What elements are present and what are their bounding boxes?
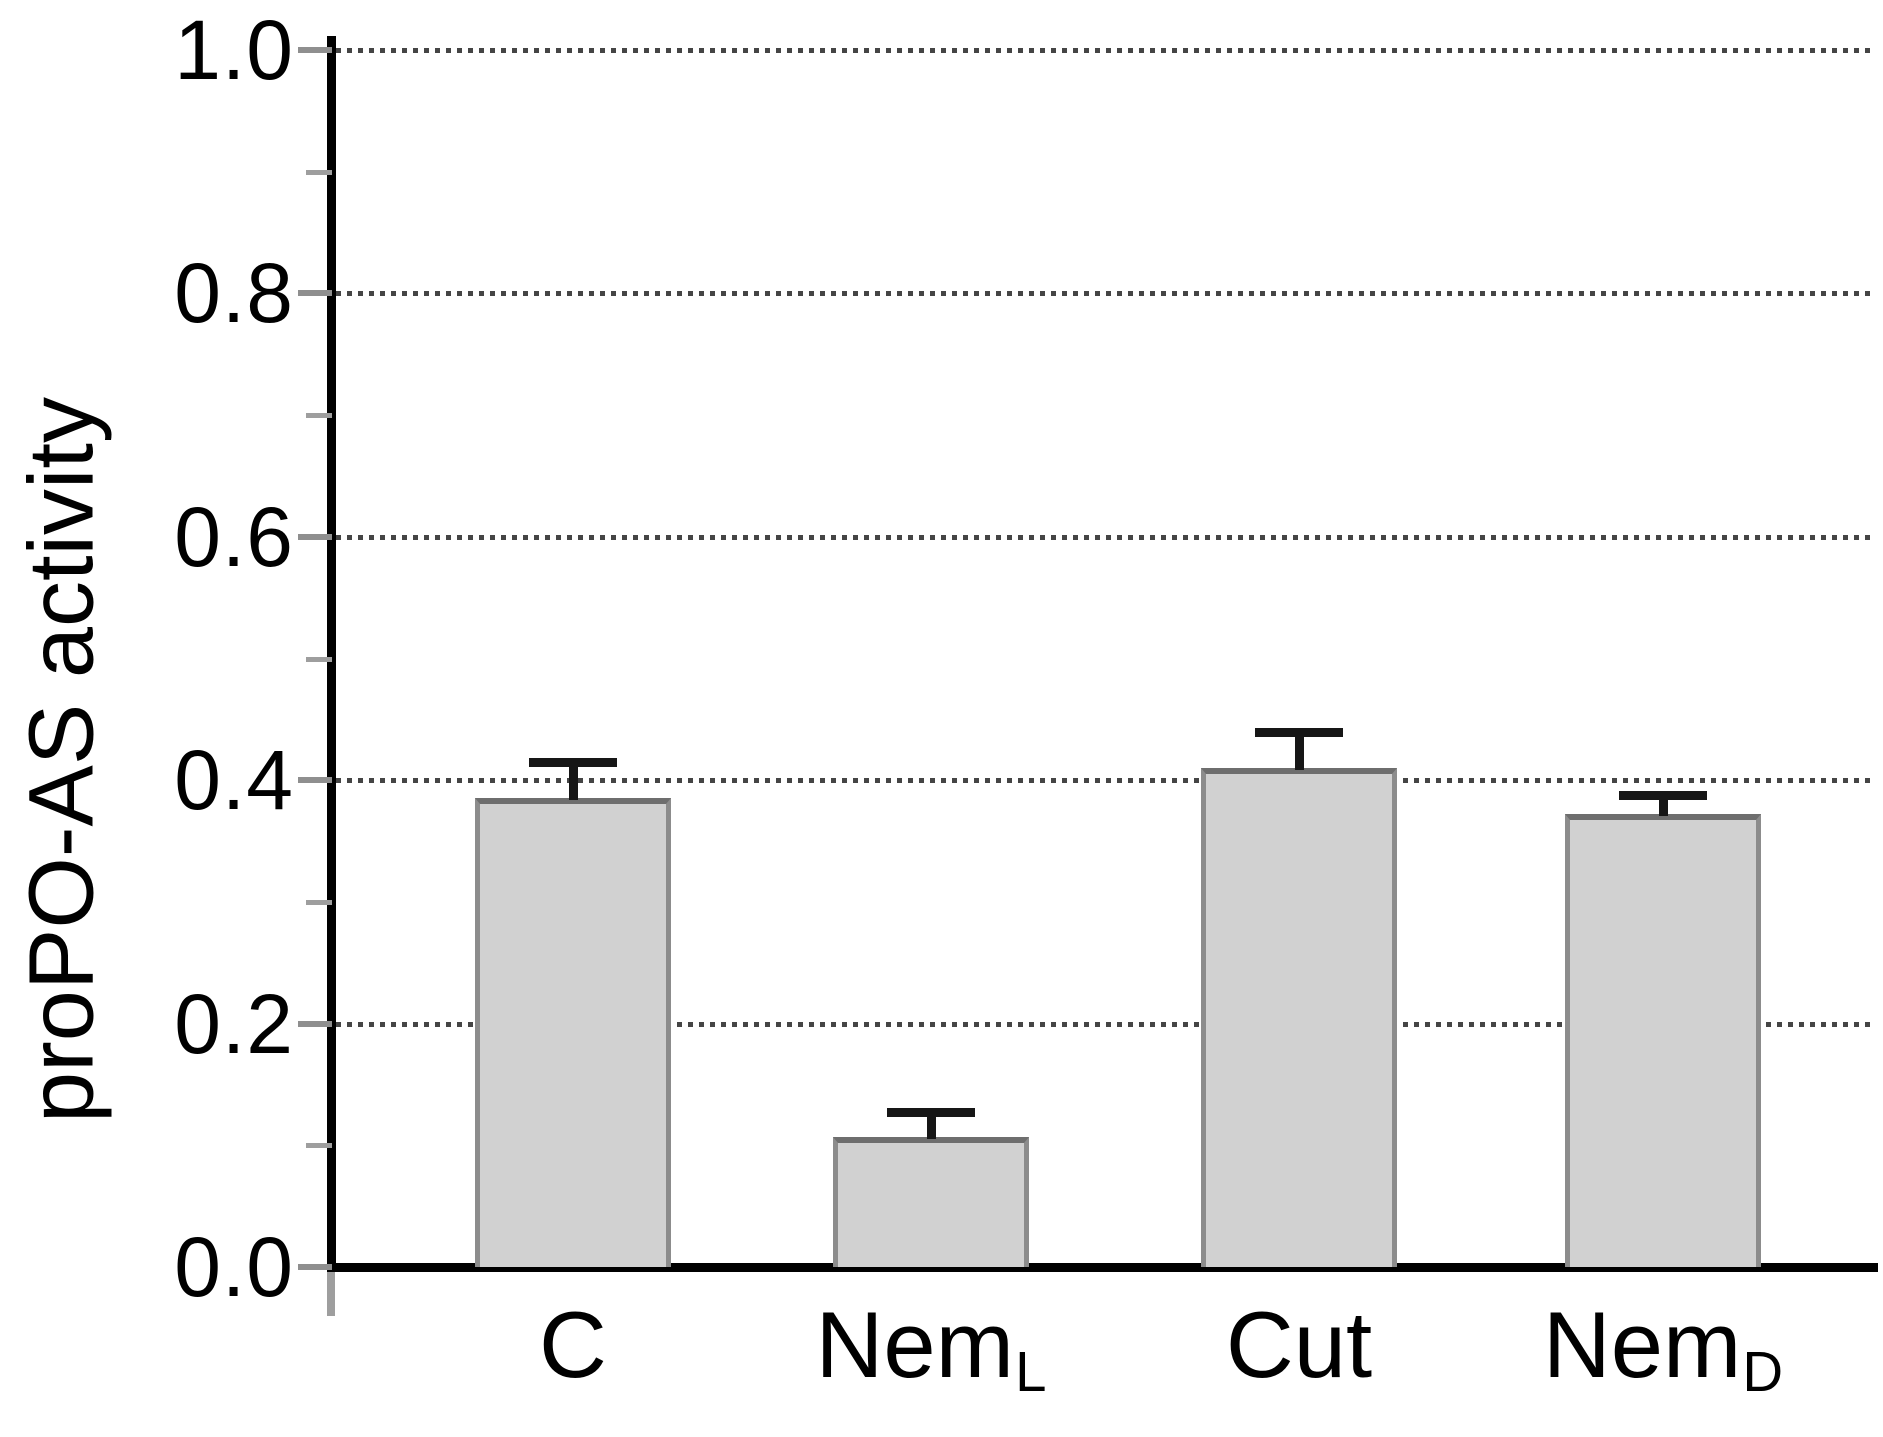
y-tick-minor-0.5 [306, 656, 332, 662]
category-label-C: C [403, 1295, 743, 1395]
gridline-y-0.2 [336, 1021, 1874, 1027]
y-tick-major-0.8 [298, 290, 332, 297]
y-tick-major-1.0 [298, 47, 332, 53]
bar-Cut [1201, 768, 1397, 1267]
gridline-y-1.0 [336, 48, 1874, 53]
y-tick-label-0.6: 0.6 [174, 489, 294, 584]
category-label-base-NemD: Nem [1542, 1292, 1742, 1397]
y-tick-major-0.0 [298, 1264, 332, 1270]
y-axis-stub [327, 1272, 335, 1316]
error-stem-C [569, 761, 578, 801]
category-label-base-Cut: Cut [1225, 1292, 1373, 1397]
category-label-base-NemL: Nem [815, 1292, 1014, 1397]
y-tick-minor-0.3 [306, 899, 332, 905]
error-stem-NemL [927, 1112, 936, 1139]
category-label-subscript-NemL: L [1015, 1339, 1047, 1403]
gridline-y-0.4 [336, 778, 1874, 784]
y-tick-label-1.0: 1.0 [174, 3, 294, 97]
category-label-NemL: NemL [761, 1295, 1101, 1408]
category-label-NemD: NemD [1493, 1295, 1833, 1408]
error-cap-NemD [1619, 790, 1707, 800]
error-stem-Cut [1295, 731, 1304, 771]
bar-NemD [1565, 814, 1761, 1267]
category-label-base-C: C [539, 1292, 607, 1397]
error-cap-Cut [1255, 727, 1343, 737]
y-tick-minor-0.7 [306, 413, 332, 419]
x-axis-line [327, 1263, 1878, 1272]
bar-NemL [833, 1136, 1029, 1267]
category-label-Cut: Cut [1129, 1295, 1469, 1395]
y-tick-label-0.0: 0.0 [174, 1220, 294, 1314]
error-cap-NemL [887, 1108, 975, 1118]
y-tick-minor-0.1 [306, 1143, 332, 1149]
y-axis-line [327, 36, 336, 1272]
error-stem-NemD [1659, 794, 1668, 817]
error-cap-C [529, 757, 617, 767]
bar-C [475, 798, 671, 1267]
y-tick-major-0.6 [298, 533, 332, 540]
y-tick-major-0.4 [298, 777, 332, 784]
gridline-y-0.6 [336, 534, 1874, 540]
gridline-y-0.8 [336, 291, 1874, 297]
y-tick-minor-0.9 [306, 169, 332, 175]
category-label-subscript-NemD: D [1742, 1339, 1784, 1403]
y-tick-label-0.8: 0.8 [174, 246, 294, 341]
y-tick-label-0.2: 0.2 [174, 976, 294, 1071]
y-tick-label-0.4: 0.4 [174, 733, 294, 828]
y-tick-major-0.2 [298, 1020, 332, 1027]
